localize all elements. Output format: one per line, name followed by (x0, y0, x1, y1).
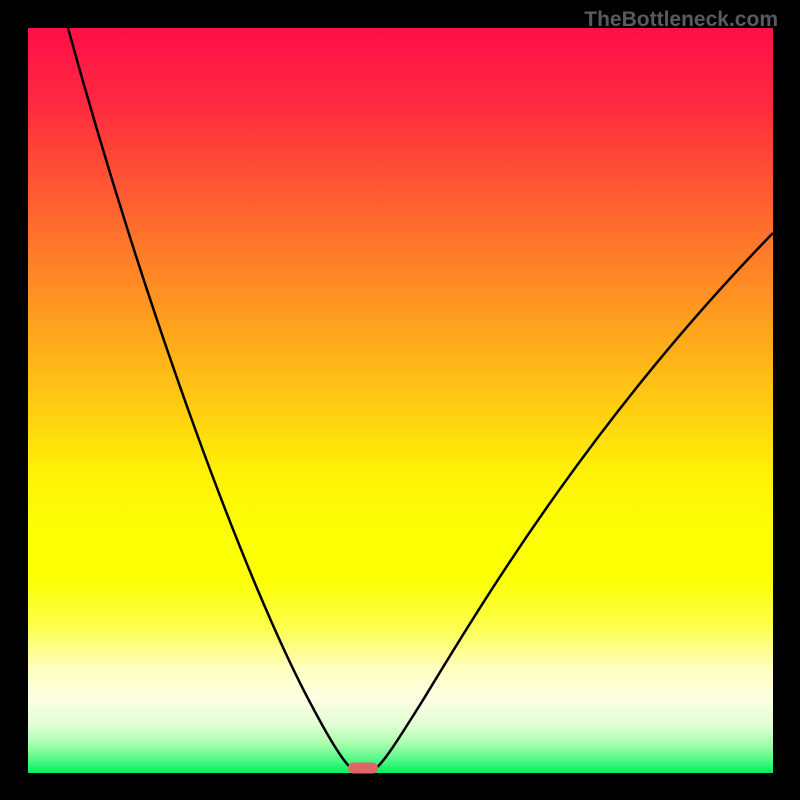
right-curve (376, 233, 773, 768)
plot-area (28, 28, 773, 773)
optimal-marker (348, 763, 378, 774)
left-curve (68, 28, 351, 768)
watermark-text: TheBottleneck.com (584, 8, 778, 32)
curve-layer (28, 28, 773, 773)
